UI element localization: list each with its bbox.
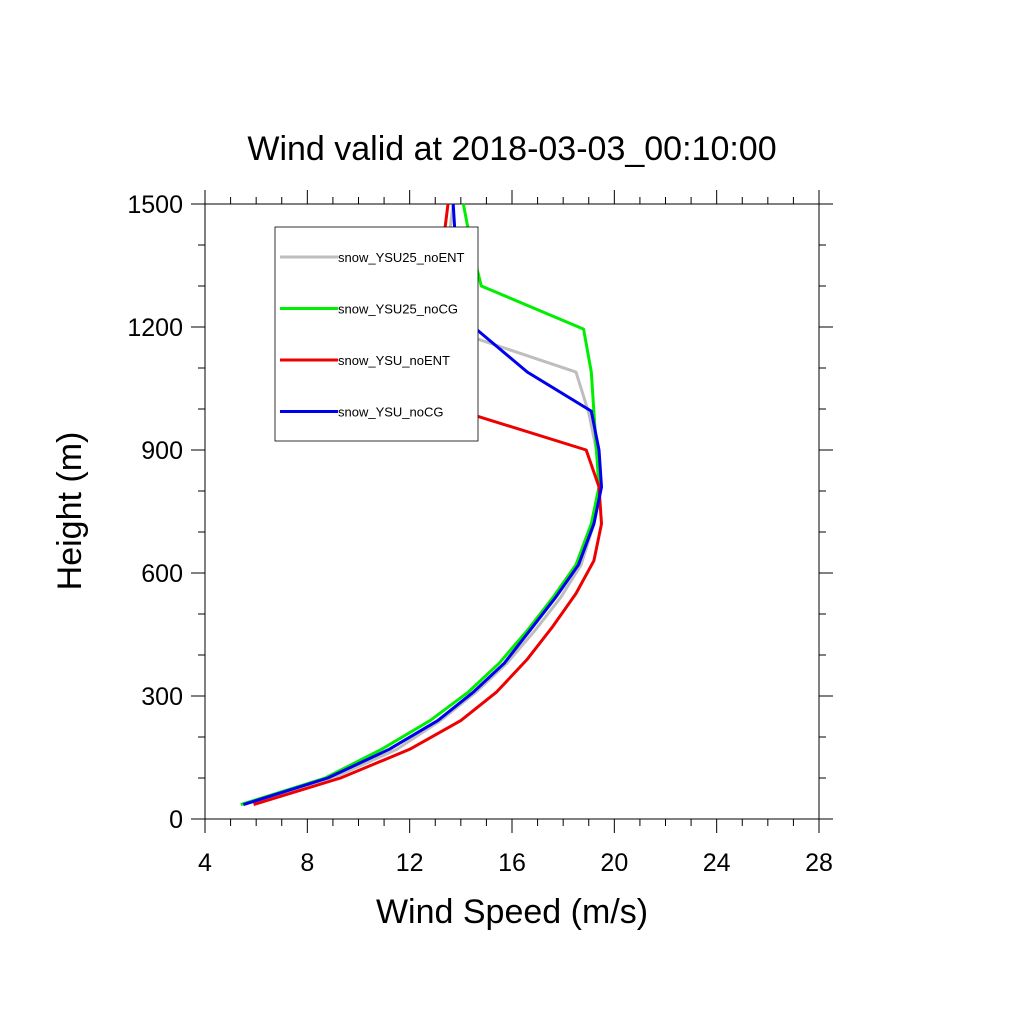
x-tick-label: 4	[198, 849, 212, 877]
legend-box	[274, 226, 479, 442]
y-tick-label: 1200	[127, 314, 183, 342]
y-tick-label: 300	[141, 683, 183, 711]
legend-label: snow_YSU_noCG	[338, 405, 444, 420]
series-line-snow_YSU25_noCG	[240, 203, 601, 807]
series-line-snow_YSU25_noENT	[242, 203, 603, 807]
legend-label: snow_YSU25_noCG	[338, 302, 458, 317]
x-tick-label: 20	[600, 849, 628, 877]
legend-label: snow_YSU25_noENT	[338, 250, 465, 265]
x-tick-label: 8	[300, 849, 314, 877]
y-tick-label: 1500	[127, 191, 183, 219]
y-tick-label: 600	[141, 560, 183, 588]
y-axis-label: Height (m)	[51, 432, 89, 591]
plot-area: 4 8 12 16 20 24 28 0 300 600 900 1200 1500 snow_YSU25…	[127, 190, 833, 877]
x-tick-label: 16	[498, 849, 526, 877]
x-tick-label: 24	[703, 849, 731, 877]
x-axis-label: Wind Speed (m/s)	[376, 893, 648, 931]
x-tick-label: 28	[805, 849, 833, 877]
legend-label: snow_YSU_noENT	[338, 353, 450, 368]
x-tick-label: 12	[396, 849, 424, 877]
y-tick-label: 900	[141, 437, 183, 465]
y-tick-label: 0	[169, 806, 183, 834]
chart-title: Wind valid at 2018-03-03_00:10:00	[247, 130, 776, 168]
